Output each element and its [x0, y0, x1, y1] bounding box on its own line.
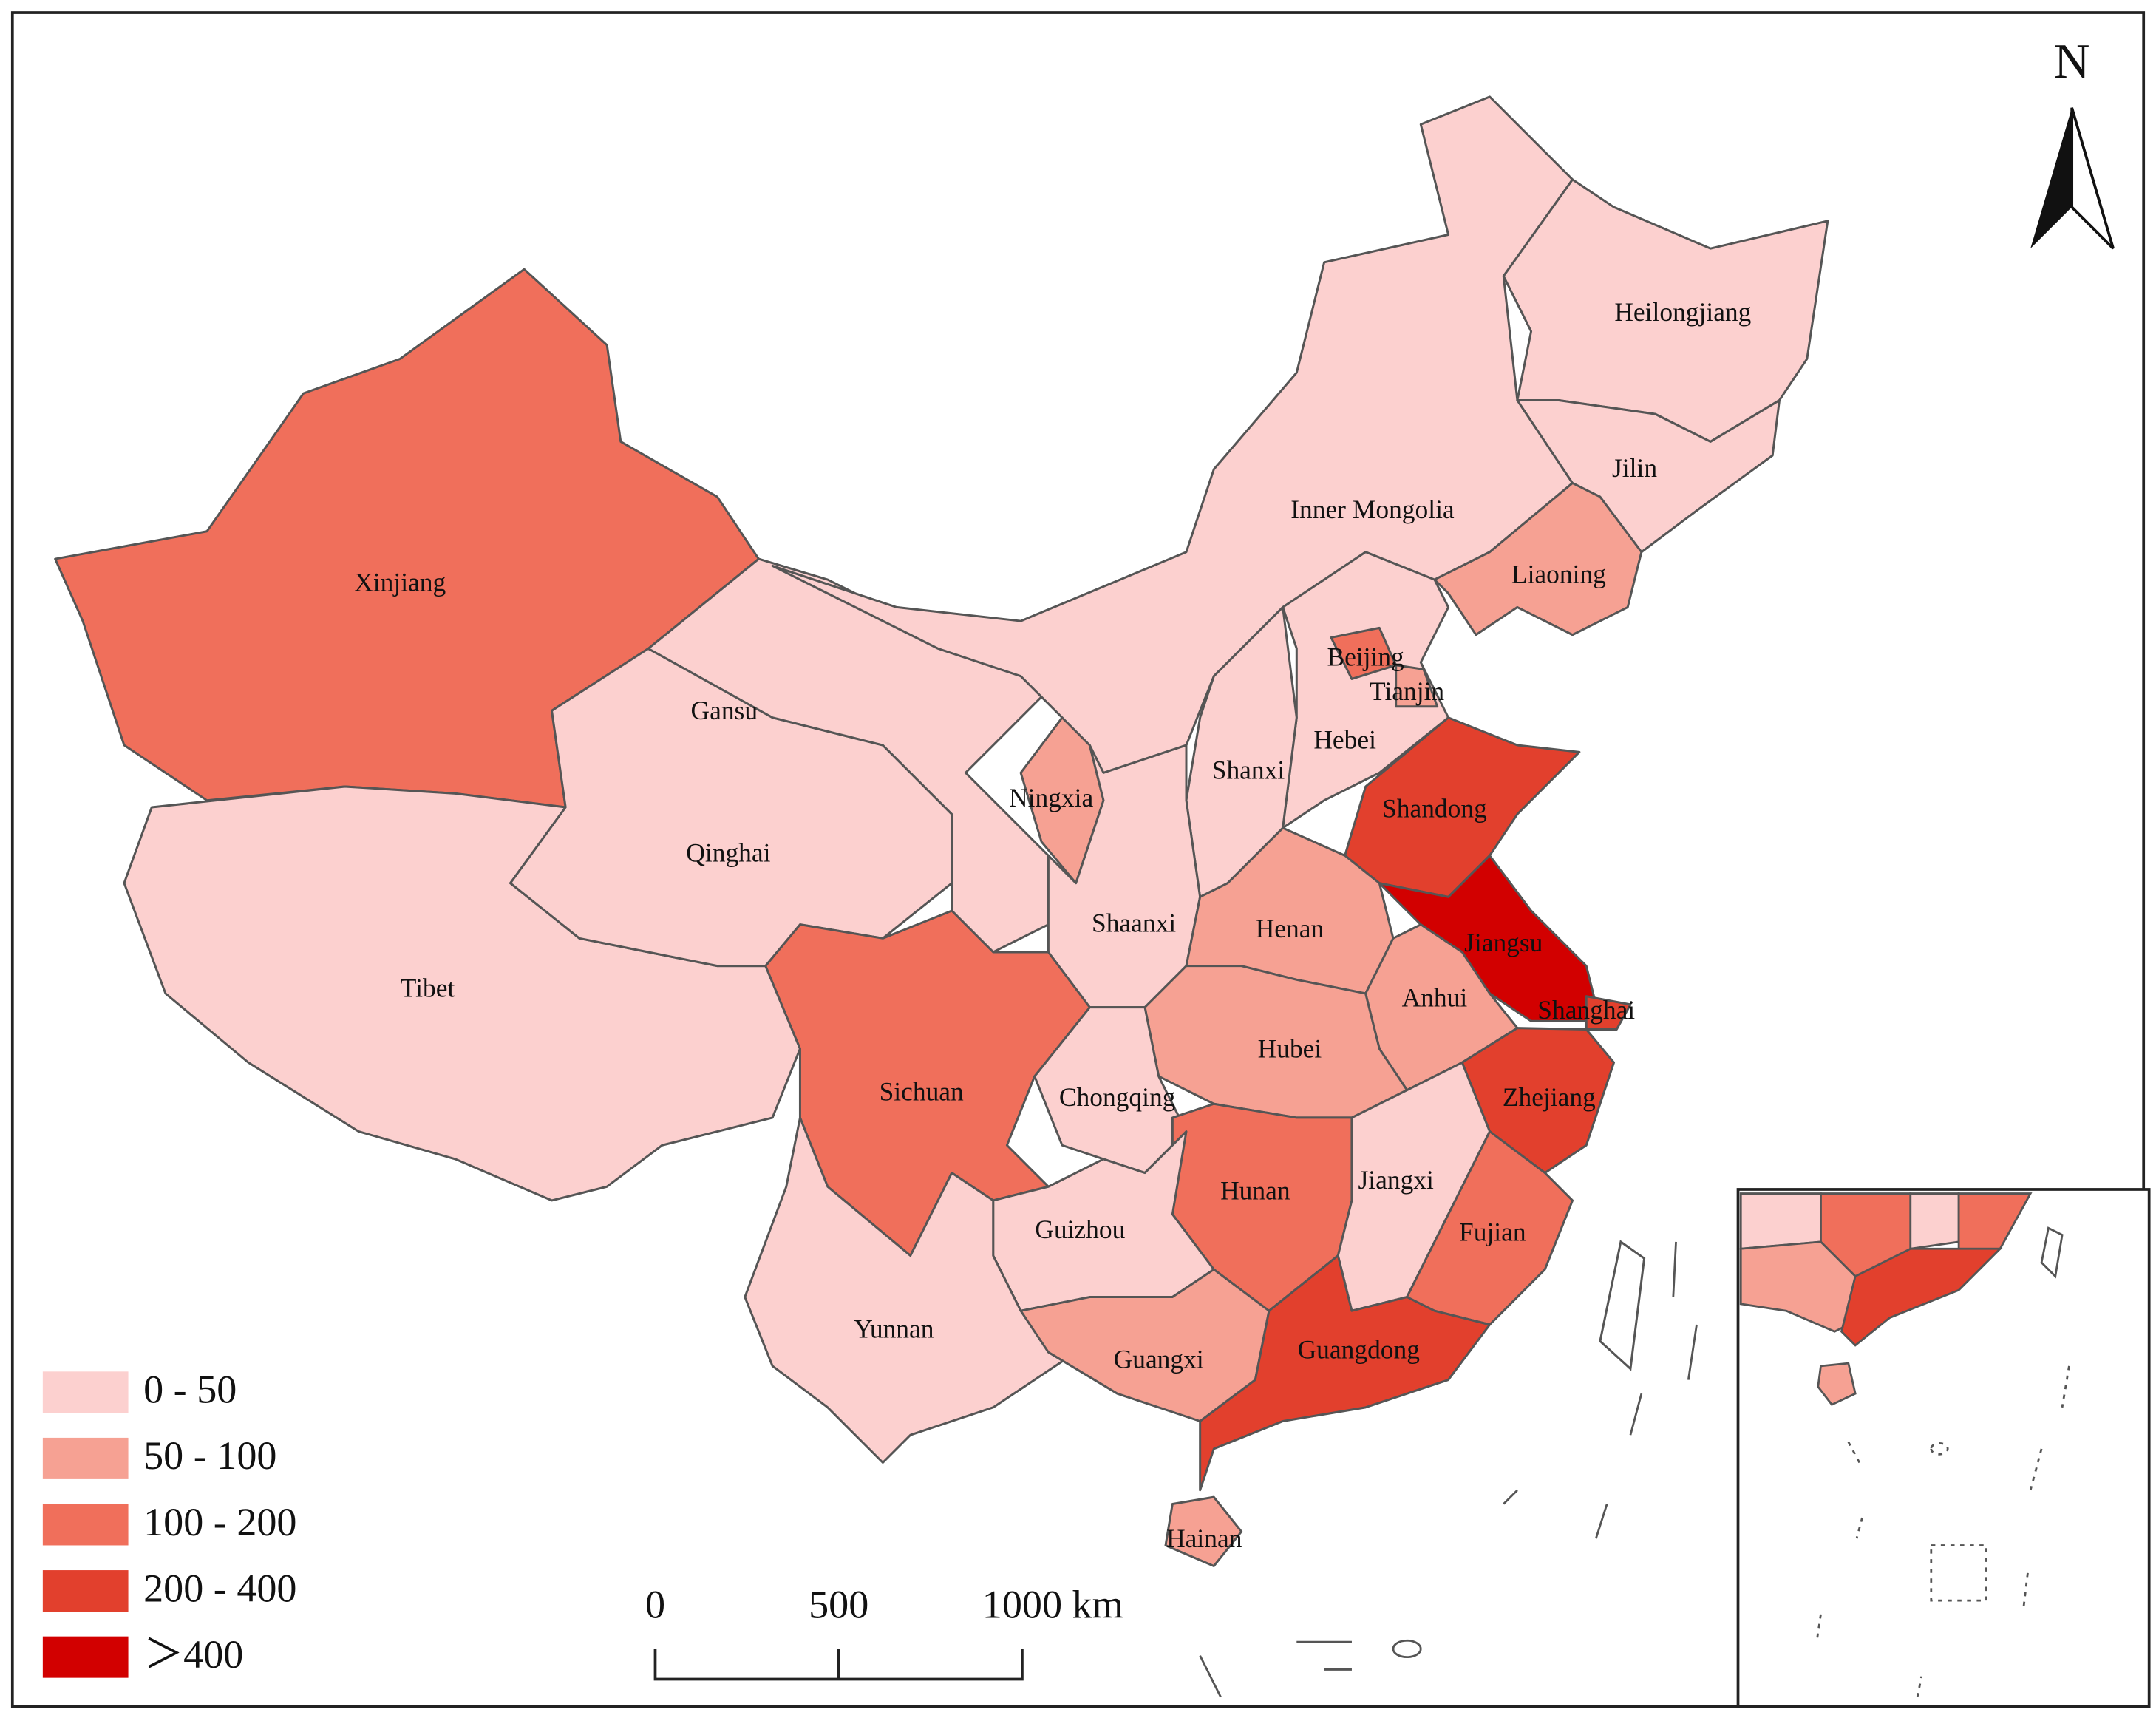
province-label: Inner Mongolia — [1290, 495, 1455, 524]
legend-label: 0 - 50 — [143, 1368, 237, 1412]
province-label: Tianjin — [1370, 676, 1444, 706]
legend-swatch — [42, 1437, 129, 1479]
legend-label: ＞400 — [143, 1632, 243, 1677]
province-label: Sichuan — [880, 1076, 964, 1106]
province-label: Xinjiang — [354, 568, 446, 597]
scale-label: 500 — [809, 1583, 868, 1627]
province-label: Fujian — [1459, 1218, 1526, 1247]
legend-swatch — [42, 1504, 129, 1546]
province-label: Zhejiang — [1503, 1082, 1596, 1112]
province-label: Guizhou — [1035, 1215, 1125, 1244]
province-label: Yunnan — [854, 1314, 934, 1343]
province-label: Jiangsu — [1464, 928, 1543, 957]
province-label: Shandong — [1382, 794, 1487, 824]
inset-map — [1739, 1192, 2070, 1698]
province-label: Hainan — [1166, 1524, 1242, 1553]
taiwan-outline — [1599, 1240, 1646, 1371]
legend: 0 - 50 50 - 100 100 - 200 200 - 400 ＞400 — [42, 1368, 296, 1678]
province-label: Hebei — [1313, 724, 1376, 754]
province — [1585, 995, 1632, 1031]
province-label: Henan — [1256, 914, 1324, 943]
province-label: Hubei — [1258, 1033, 1322, 1063]
province-label: Hunan — [1220, 1176, 1290, 1206]
province-label: Shanghai — [1537, 995, 1635, 1025]
province-label: Gansu — [691, 696, 758, 725]
legend-label: 100 - 200 — [143, 1500, 296, 1544]
islands — [1199, 1241, 1698, 1698]
province-label: Guangdong — [1298, 1334, 1421, 1364]
north-label: N — [2054, 33, 2090, 89]
province-label: Liaoning — [1511, 559, 1606, 588]
provinces: Xinjiang Tibet Qinghai Gansu Inner Mongolia H… — [54, 95, 1829, 1567]
province-label: Beijing — [1327, 642, 1404, 671]
province-label: Qinghai — [686, 838, 770, 867]
province — [744, 1116, 1078, 1464]
province-label: Guangxi — [1114, 1344, 1204, 1374]
legend-label: 50 - 100 — [143, 1433, 276, 1478]
scale-bar: 0 500 1000 km — [645, 1583, 1123, 1681]
province — [1164, 1495, 1243, 1567]
province — [1433, 481, 1643, 636]
province-label: Ningxia — [1009, 783, 1093, 812]
legend-swatch — [42, 1570, 129, 1612]
province-label: Jilin — [1612, 453, 1657, 483]
legend-label: 200 - 400 — [143, 1566, 296, 1610]
north-arrow: N — [2030, 33, 2115, 250]
scale-label: 1000 km — [982, 1583, 1123, 1627]
map-frame — [10, 11, 2146, 1708]
legend-swatch — [42, 1371, 129, 1413]
province-label: Jiangxi — [1358, 1165, 1434, 1195]
province-label: Tibet — [401, 973, 455, 1002]
province-label: Shaanxi — [1092, 909, 1176, 938]
legend-swatch — [42, 1636, 129, 1678]
province — [1199, 1254, 1492, 1492]
province-label: Chongqing — [1059, 1082, 1176, 1112]
province-label: Anhui — [1402, 982, 1468, 1012]
scale-label: 0 — [645, 1583, 665, 1627]
province-label: Heilongjiang — [1614, 297, 1751, 327]
province — [1395, 664, 1439, 708]
province-label: Shanxi — [1212, 755, 1285, 784]
